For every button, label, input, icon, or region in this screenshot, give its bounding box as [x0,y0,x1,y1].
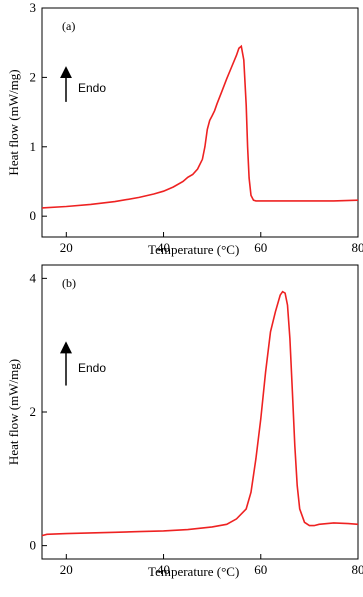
y-tick-label: 4 [30,270,37,285]
y-axis-label: Heat flow (mW/mg) [6,69,21,175]
x-tick-label: 80 [352,562,363,577]
x-tick-label: 40 [157,562,170,577]
series-line [41,44,359,209]
x-tick-label: 60 [254,240,267,255]
x-tick-label: 40 [157,240,170,255]
panel-label: (b) [62,276,76,290]
x-tick-label: 80 [352,240,363,255]
x-tick-label: 20 [60,240,73,255]
panel-b: 20 40 60 80 0 2 4 (b) Endo Temperature (°C) H… [6,264,363,579]
y-tick-label: 2 [30,69,37,84]
x-axis-label: Temperature (°C) [148,242,239,257]
y-tick-label: 2 [30,404,37,419]
y-tick-label: 3 [30,0,37,15]
endo-annotation: Endo [78,81,106,95]
series-line [41,290,359,537]
x-axis-label: Temperature (°C) [148,564,239,579]
x-tick-label: 60 [254,562,267,577]
y-tick-label: 0 [30,208,37,223]
panel-label: (a) [62,19,75,33]
y-tick-label: 1 [30,139,37,154]
endo-annotation: Endo [78,361,106,375]
y-axis-label: Heat flow (mW/mg) [6,359,21,465]
plot-frame [41,7,359,238]
y-tick-label: 0 [30,538,37,553]
x-tick-label: 20 [60,562,73,577]
plot-frame [41,264,359,560]
